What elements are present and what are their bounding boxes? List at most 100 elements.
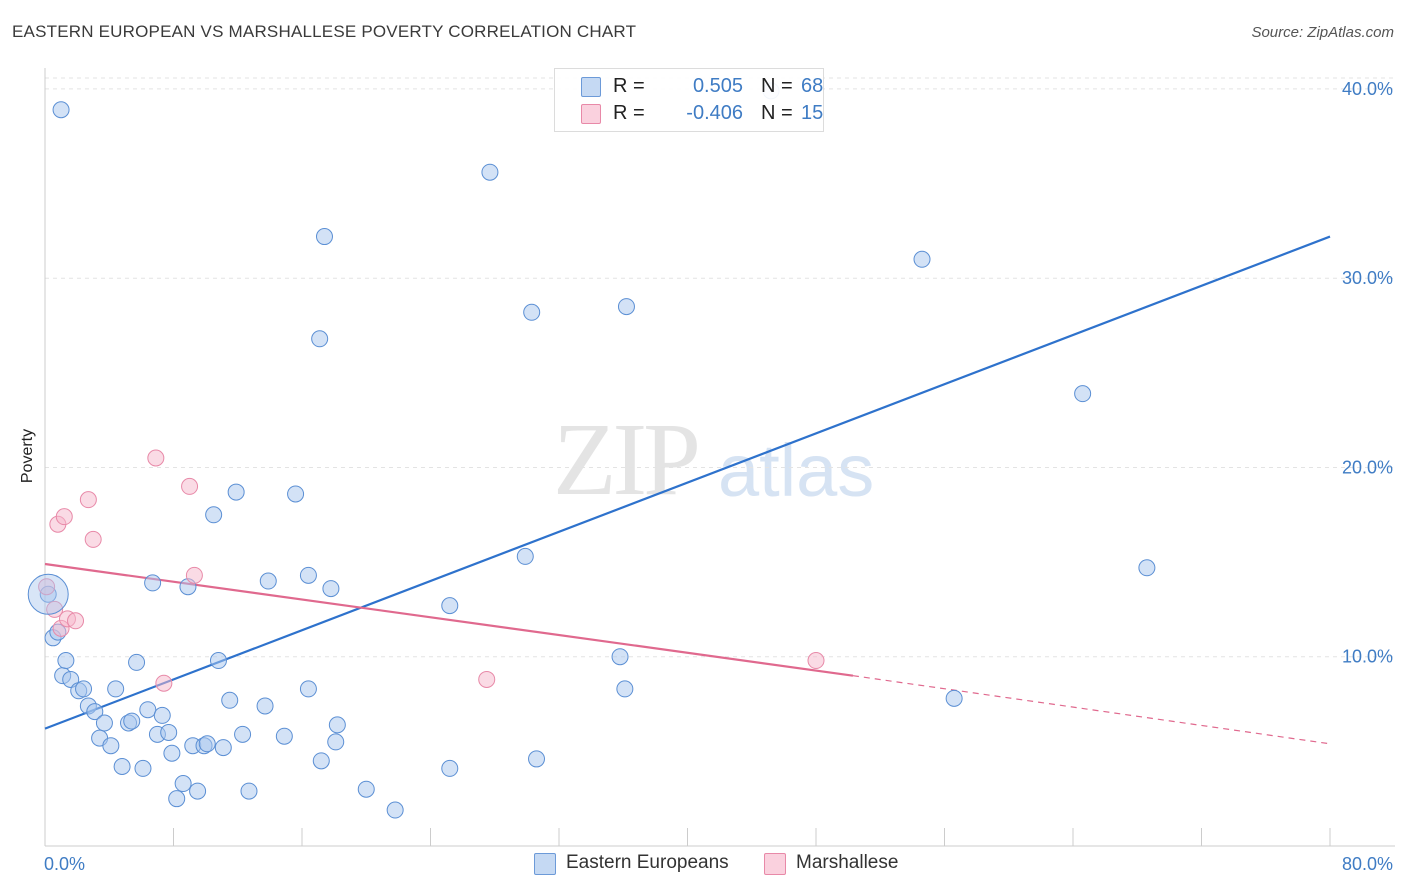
y-tick-label: 30.0% [1342,268,1393,288]
data-point-marshallese [807,652,825,670]
legend-swatch-blue [581,77,601,97]
data-point-eastern-europeans [163,744,181,762]
watermark-atlas: atlas [718,429,875,512]
watermark-zip: ZIP [553,402,701,517]
y-tick-label: 40.0% [1342,79,1393,99]
data-point-eastern-europeans [523,303,541,321]
legend-n-label: N = [761,102,793,124]
point-layer [27,82,1156,819]
data-point-eastern-europeans [357,780,375,798]
data-point-eastern-europeans [139,701,157,719]
data-point-eastern-europeans [481,163,499,181]
data-point-eastern-europeans [913,250,931,268]
data-point-eastern-europeans [234,725,252,743]
data-point-eastern-europeans [168,790,186,808]
data-point-eastern-europeans [113,758,131,776]
x-tick-label-min: 0.0% [44,854,85,874]
legend-r-label: R = [613,75,645,97]
data-point-eastern-europeans [275,727,293,745]
data-point-eastern-europeans [227,483,245,501]
grid-layer [45,77,1395,658]
data-point-eastern-europeans [1074,385,1092,403]
bottom-legend-label: Marshallese [796,852,899,873]
data-point-eastern-europeans [327,733,345,751]
data-point-marshallese [84,530,102,548]
data-point-marshallese [46,600,64,618]
data-point-eastern-europeans [312,752,330,770]
data-point-eastern-europeans [134,759,152,777]
data-point-eastern-europeans [516,547,534,565]
chart-source: Source: ZipAtlas.com [1251,24,1394,41]
data-point-marshallese [79,491,97,509]
bottom-legend-swatch-blue [534,853,556,875]
data-point-eastern-europeans [287,485,305,503]
data-point-eastern-europeans [441,759,459,777]
bottom-legend-label: Eastern Europeans [566,852,729,873]
data-point-eastern-europeans [528,750,546,768]
data-point-marshallese [478,670,496,688]
data-point-eastern-europeans [240,782,258,800]
legend-n-value: 15 [801,102,824,124]
data-point-eastern-europeans [617,298,635,316]
trend-line-marshallese [44,562,854,677]
legend-r-label: R = [613,102,645,124]
data-point-eastern-europeans [328,716,346,734]
data-point-eastern-europeans [144,574,162,592]
legend-swatch-pink [581,104,601,124]
data-point-eastern-europeans [209,652,227,670]
legend-n-label: N = [761,75,793,97]
data-point-marshallese [181,477,199,495]
tick-label-layer: 10.0% 20.0% 30.0% 40.0% 0.0% 80.0% [44,79,1393,874]
y-tick-label: 10.0% [1342,647,1393,667]
y-tick-label: 20.0% [1342,457,1393,477]
data-point-eastern-europeans-large [27,573,69,615]
data-point-eastern-europeans [153,706,171,724]
trend-line-eastern-europeans [44,235,1331,730]
legend-r-value: 0.505 [692,75,743,97]
x-tick-label-max: 80.0% [1342,854,1393,874]
data-point-eastern-europeans [221,691,239,709]
data-point-eastern-europeans [311,330,329,348]
data-point-marshallese [185,566,203,584]
data-point-eastern-europeans [52,101,70,119]
data-point-eastern-europeans [95,714,113,732]
data-point-eastern-europeans [86,703,104,721]
data-point-eastern-europeans [214,739,232,757]
legend-r-value: -0.406 [686,102,743,124]
data-point-eastern-europeans [315,228,333,246]
trend-layer [44,235,1331,745]
data-point-eastern-europeans [189,782,207,800]
data-point-eastern-europeans [75,680,93,698]
data-point-marshallese [55,508,73,526]
data-point-eastern-europeans [611,648,629,666]
data-point-eastern-europeans [441,597,459,615]
data-point-eastern-europeans [198,735,216,753]
legend-n-value: 68 [801,75,824,97]
data-point-eastern-europeans [945,689,963,707]
stats-legend: R = 0.505 N = 68 R = -0.406 N = 15 [554,68,824,132]
chart-title: EASTERN EUROPEAN VS MARSHALLESE POVERTY … [12,22,637,41]
data-point-marshallese [147,449,165,467]
data-point-eastern-europeans [299,566,317,584]
axis-layer [44,68,1395,847]
data-point-eastern-europeans [107,680,125,698]
data-point-eastern-europeans [322,580,340,598]
data-point-eastern-europeans [1138,559,1156,577]
data-point-marshallese [67,612,85,630]
data-point-marshallese [155,674,173,692]
data-point-marshallese [38,578,56,596]
data-point-eastern-europeans [205,506,223,524]
data-point-eastern-europeans [386,801,404,819]
data-point-eastern-europeans [123,712,141,730]
trend-line-marshallese-extension [852,675,1331,745]
data-point-eastern-europeans [174,775,192,793]
data-point-eastern-europeans [299,680,317,698]
data-point-eastern-europeans [256,697,274,715]
bottom-legend-swatch-pink [764,853,786,875]
data-point-eastern-europeans [57,652,75,670]
data-point-eastern-europeans [160,723,178,741]
data-point-eastern-europeans [128,653,146,671]
data-point-eastern-europeans [616,680,634,698]
data-point-eastern-europeans [259,572,277,590]
